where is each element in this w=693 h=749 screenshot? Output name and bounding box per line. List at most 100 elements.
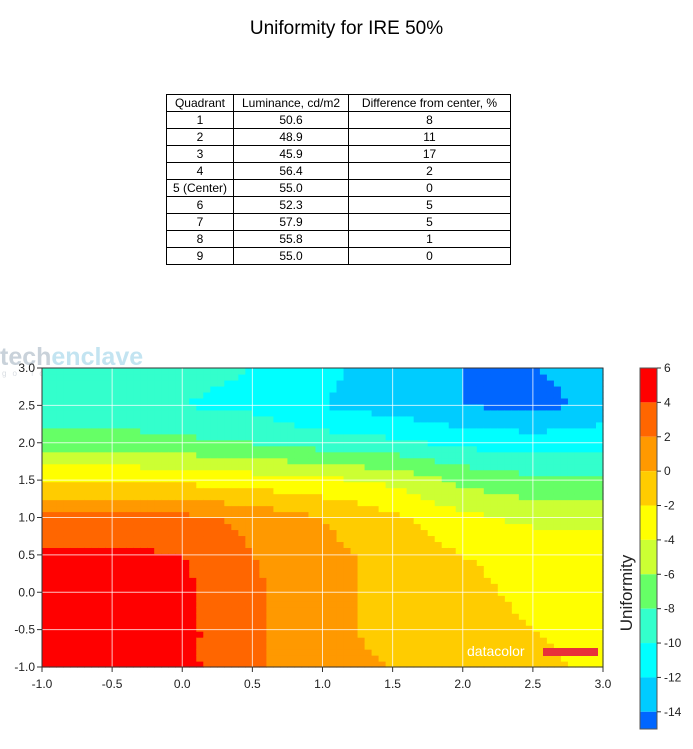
contour-cell <box>504 493 513 501</box>
contour-cell <box>448 625 457 632</box>
contour-cell <box>266 577 275 584</box>
contour-cell <box>371 415 380 423</box>
contour-cell <box>203 643 211 650</box>
contour-cell <box>574 463 583 471</box>
contour-cell <box>595 553 604 560</box>
contour-cell <box>385 469 394 477</box>
contour-cell <box>399 625 408 632</box>
contour-cell <box>133 493 141 501</box>
contour-cell <box>399 493 408 501</box>
contour-cell <box>385 409 394 417</box>
contour-cell <box>189 463 197 471</box>
contour-cell <box>532 469 541 477</box>
contour-cell <box>497 661 506 668</box>
contour-cell <box>112 373 120 381</box>
contour-cell <box>259 415 267 423</box>
contour-cell <box>420 625 429 632</box>
contour-cell <box>84 391 92 399</box>
contour-cell <box>266 385 275 393</box>
contour-cell <box>525 463 534 471</box>
contour-cell <box>84 403 92 411</box>
contour-cell <box>406 481 415 489</box>
contour-cell <box>378 481 387 489</box>
contour-cell <box>259 373 267 381</box>
contour-cell <box>77 451 85 459</box>
contour-cell <box>301 373 310 381</box>
contour-cell <box>301 529 310 537</box>
contour-cell <box>308 619 317 626</box>
contour-plot-area <box>42 368 604 668</box>
contour-cell <box>280 649 289 656</box>
contour-cell <box>119 577 127 584</box>
contour-cell <box>133 397 141 405</box>
contour-cell <box>343 493 352 501</box>
contour-cell <box>448 397 457 405</box>
contour-cell <box>161 415 169 423</box>
contour-cell <box>385 661 394 668</box>
contour-cell <box>357 547 366 554</box>
contour-cell <box>595 577 604 584</box>
contour-cell <box>392 583 401 590</box>
contour-cell <box>126 463 134 471</box>
contour-cell <box>308 415 317 423</box>
contour-cell <box>280 607 289 614</box>
contour-cell <box>266 499 275 507</box>
contour-cell <box>413 469 422 477</box>
contour-cell <box>203 385 211 393</box>
contour-cell <box>518 661 527 668</box>
contour-cell <box>70 535 78 543</box>
contour-cell <box>455 487 464 495</box>
contour-cell <box>399 601 408 608</box>
contour-cell <box>56 631 64 638</box>
contour-cell <box>84 385 92 393</box>
contour-cell <box>476 487 485 495</box>
contour-cell <box>427 457 436 465</box>
contour-cell <box>301 487 310 495</box>
contour-cell <box>315 373 324 381</box>
contour-cell <box>336 631 345 638</box>
contour-cell <box>182 655 190 662</box>
contour-cell <box>574 403 583 411</box>
contour-cell <box>322 583 331 590</box>
contour-cell <box>406 631 415 638</box>
contour-cell <box>350 415 359 423</box>
contour-cell <box>469 469 478 477</box>
contour-cell <box>427 451 436 459</box>
contour-cell <box>560 613 569 620</box>
contour-cell <box>189 613 197 620</box>
contour-cell <box>133 631 141 638</box>
contour-cell <box>245 517 253 525</box>
contour-cell <box>301 565 310 572</box>
contour-cell <box>448 643 457 650</box>
contour-cell <box>476 625 485 632</box>
contour-cell <box>322 415 331 423</box>
contour-cell <box>280 397 289 405</box>
contour-cell <box>560 421 569 429</box>
contour-cell <box>42 625 50 632</box>
contour-cell <box>329 529 338 537</box>
contour-cell <box>161 385 169 393</box>
contour-cell <box>546 595 555 602</box>
contour-cell <box>175 595 183 602</box>
contour-cell <box>378 625 387 632</box>
contour-cell <box>280 499 289 507</box>
contour-cell <box>385 619 394 626</box>
contour-cell <box>294 661 303 668</box>
contour-cell <box>364 373 373 381</box>
contour-cell <box>497 649 506 656</box>
contour-cell <box>532 487 541 495</box>
contour-cell <box>329 595 338 602</box>
contour-cell <box>546 559 555 566</box>
contour-cell <box>231 505 239 513</box>
contour-cell <box>91 535 99 543</box>
contour-cell <box>455 427 464 435</box>
contour-cell <box>343 481 352 489</box>
contour-cell <box>259 649 267 656</box>
contour-cell <box>483 649 492 656</box>
contour-cell <box>133 529 141 537</box>
contour-cell <box>497 571 506 578</box>
contour-cell <box>574 619 583 626</box>
contour-cell <box>77 553 85 560</box>
contour-cell <box>217 559 225 566</box>
